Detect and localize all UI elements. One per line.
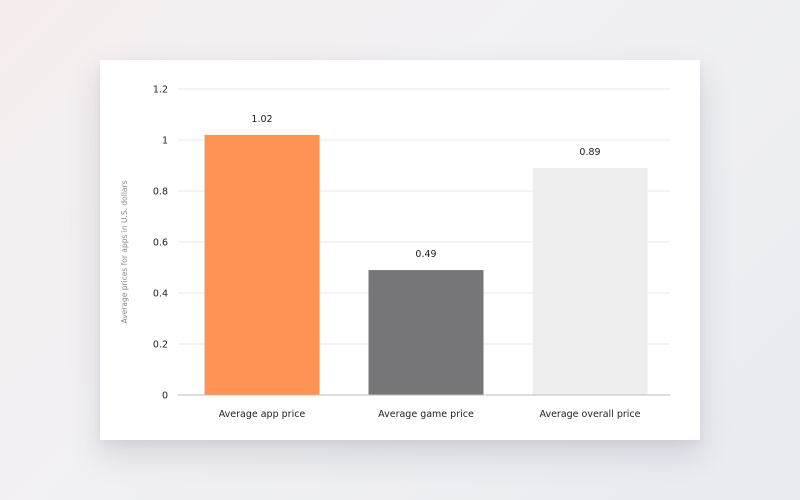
chart-card: 0 0.2 0.4 0.6 0.8 1 1.2 1.02 0.49 0.89 Average a… [100, 60, 700, 440]
x-tick-label: Average game price [378, 409, 474, 420]
y-tick-label: 0.8 [153, 187, 168, 198]
y-tick-label: 0.2 [153, 340, 168, 351]
y-tick-label: 0 [162, 391, 168, 402]
bar [204, 134, 320, 395]
bar [532, 168, 648, 395]
x-tick-label: Average app price [219, 409, 306, 420]
y-tick-label: 1.2 [153, 85, 168, 96]
y-tick-label: 0.4 [153, 289, 168, 300]
x-tick-label: Average overall price [540, 409, 641, 420]
data-labels: 1.02 0.49 0.89 [251, 114, 600, 260]
y-tick-label: 1 [162, 136, 168, 147]
bars [204, 134, 648, 395]
bar [368, 270, 484, 395]
y-tick-label: 0.6 [153, 238, 168, 249]
bar-chart: 0 0.2 0.4 0.6 0.8 1 1.2 1.02 0.49 0.89 Average a… [120, 85, 670, 420]
bar-value-label: 1.02 [251, 114, 272, 125]
bar-value-label: 0.89 [579, 147, 600, 158]
y-axis-label: Average prices for apps in U.S. dollars [120, 180, 129, 323]
y-axis-ticks: 0 0.2 0.4 0.6 0.8 1 1.2 [153, 85, 168, 402]
bar-value-label: 0.49 [415, 249, 436, 260]
x-axis-ticks: Average app price Average game price Avera… [219, 409, 641, 420]
